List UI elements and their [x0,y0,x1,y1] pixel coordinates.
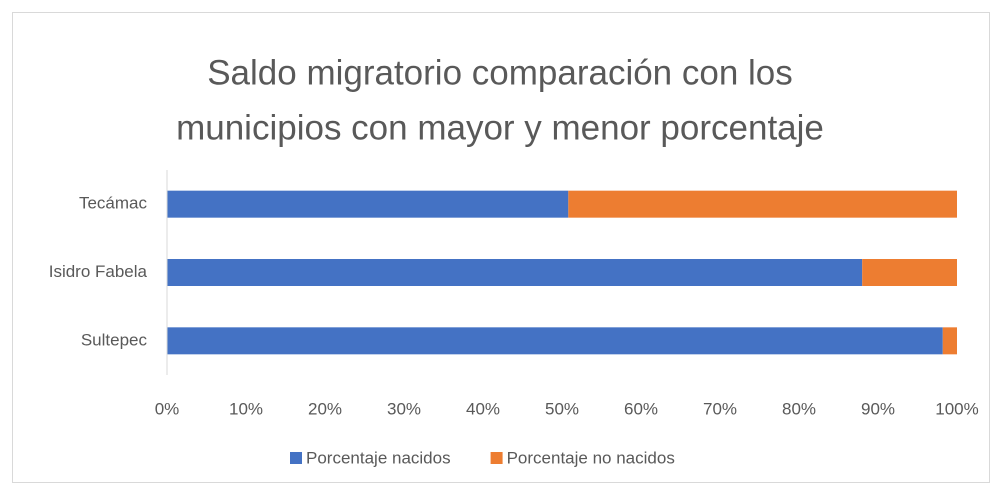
x-tick-label: 80% [782,399,816,418]
bar-segment [568,190,957,218]
x-tick-label: 20% [308,399,342,418]
chart-frame [12,12,990,483]
legend-label: Porcentaje nacidos [306,448,451,467]
x-tick-label: 40% [466,399,500,418]
x-tick-label: 30% [387,399,421,418]
bar-segment [942,327,957,355]
legend-label: Porcentaje no nacidos [507,448,675,467]
x-tick-label: 90% [861,399,895,418]
chart-title: municipios con mayor y menor porcentaje [176,108,824,147]
legend-swatch [290,452,302,464]
y-tick-label: Sultepec [81,330,148,349]
y-tick-label: Tecámac [79,194,148,213]
legend-swatch [490,452,503,464]
x-tick-label: 60% [624,399,658,418]
x-tick-label: 70% [703,399,737,418]
bar-segment [862,259,957,286]
bar-segment [167,259,863,286]
x-tick-label: 100% [935,399,978,418]
chart-title: Saldo migratorio comparación con los [207,53,793,92]
x-tick-label: 0% [155,399,180,418]
bar-segment [167,190,569,218]
bar-segment [167,327,943,355]
x-tick-label: 50% [545,399,579,418]
y-tick-label: Isidro Fabela [49,262,148,281]
x-tick-label: 10% [229,399,263,418]
